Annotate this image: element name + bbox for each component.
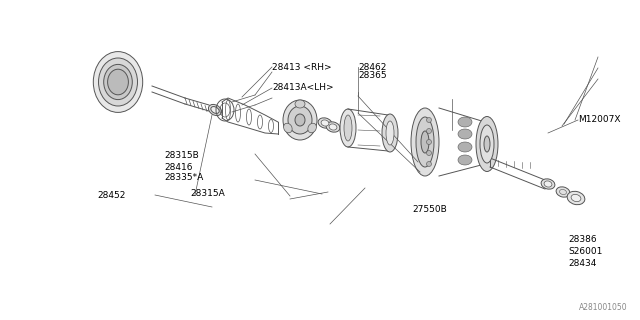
Ellipse shape (421, 131, 429, 153)
Ellipse shape (458, 117, 472, 127)
Ellipse shape (544, 181, 552, 187)
Ellipse shape (426, 129, 431, 133)
Ellipse shape (382, 114, 398, 152)
Text: 28416: 28416 (164, 164, 193, 172)
Text: 28386: 28386 (568, 236, 596, 244)
Ellipse shape (426, 140, 431, 145)
Ellipse shape (93, 52, 143, 112)
Ellipse shape (284, 123, 292, 133)
Ellipse shape (571, 194, 581, 202)
Ellipse shape (340, 109, 356, 147)
Text: 28413A<LH>: 28413A<LH> (272, 84, 333, 92)
Ellipse shape (99, 58, 138, 106)
Text: 28434: 28434 (568, 259, 596, 268)
Ellipse shape (329, 124, 337, 130)
Ellipse shape (426, 117, 431, 123)
Text: 28462: 28462 (358, 62, 387, 71)
Text: A281001050: A281001050 (579, 303, 628, 312)
Ellipse shape (458, 129, 472, 139)
Ellipse shape (344, 115, 352, 141)
Ellipse shape (295, 114, 305, 126)
Text: M12007X: M12007X (578, 116, 621, 124)
Text: S26001: S26001 (568, 247, 602, 257)
Ellipse shape (104, 64, 132, 100)
Ellipse shape (209, 104, 221, 116)
Ellipse shape (108, 69, 129, 95)
Ellipse shape (308, 123, 316, 133)
Text: 28413 <RH>: 28413 <RH> (272, 63, 332, 73)
Ellipse shape (411, 108, 439, 176)
Ellipse shape (283, 100, 317, 140)
Ellipse shape (426, 162, 431, 166)
Ellipse shape (386, 121, 394, 145)
Text: 28335*A: 28335*A (164, 173, 204, 182)
Ellipse shape (541, 179, 555, 189)
Ellipse shape (416, 117, 434, 167)
Ellipse shape (476, 116, 498, 172)
Ellipse shape (318, 118, 332, 128)
Ellipse shape (426, 150, 431, 156)
Ellipse shape (458, 155, 472, 165)
Ellipse shape (567, 191, 585, 205)
Text: 28365: 28365 (358, 71, 387, 81)
Text: 28315B: 28315B (164, 150, 199, 159)
Ellipse shape (211, 107, 219, 113)
Ellipse shape (458, 142, 472, 152)
Ellipse shape (326, 122, 340, 132)
Ellipse shape (556, 187, 570, 197)
Text: 27550B: 27550B (412, 205, 447, 214)
Text: 28315A: 28315A (190, 188, 225, 197)
Ellipse shape (288, 106, 312, 134)
Ellipse shape (321, 120, 329, 126)
Ellipse shape (480, 125, 494, 163)
Text: 28452: 28452 (97, 190, 125, 199)
Ellipse shape (295, 100, 305, 108)
Ellipse shape (484, 136, 490, 152)
